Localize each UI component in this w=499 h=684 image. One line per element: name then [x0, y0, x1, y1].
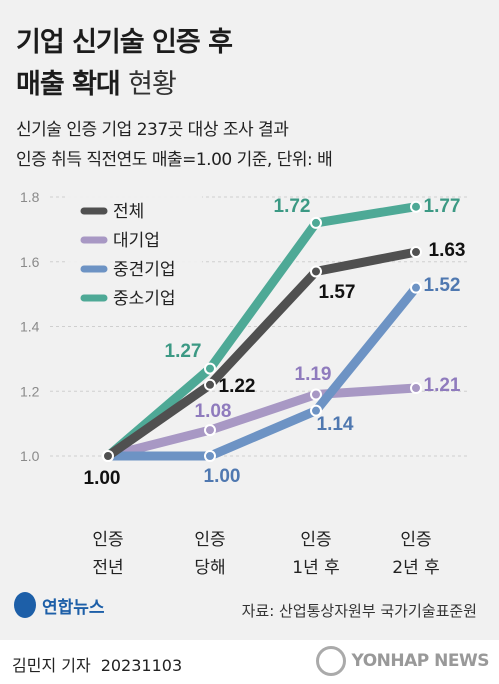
data-label: 1.08 — [195, 401, 232, 422]
source-note: 자료: 산업통상자원부 국가기술표준원 — [241, 602, 477, 620]
data-label: 1.22 — [219, 376, 256, 397]
legend-label: 전체 — [113, 202, 144, 222]
data-label: 1.52 — [424, 275, 461, 296]
series-line-3 — [103, 283, 421, 461]
data-point — [410, 246, 422, 259]
data-point — [310, 404, 322, 417]
data-label: 1.27 — [165, 341, 202, 362]
legend-label: 중견기업 — [113, 260, 176, 280]
data-label: 1.57 — [319, 282, 356, 303]
data-point — [410, 200, 422, 213]
data-label: 1.77 — [424, 196, 461, 217]
brand-text: YONHAP NEWS — [351, 651, 490, 671]
author-name: 김민지 기자 — [12, 656, 91, 675]
y-tick-label: 1.6 — [20, 254, 40, 270]
x-tick-label: 2년 후 — [392, 558, 440, 578]
title-line-2: 매출 확대 현황 — [16, 62, 177, 101]
title-light: 현황 — [128, 69, 177, 100]
x-tick-label: 인증 — [92, 530, 123, 550]
data-point — [204, 378, 216, 391]
data-point — [102, 450, 114, 462]
series-line-2 — [103, 383, 421, 461]
yonhap-logo-icon — [14, 592, 36, 618]
data-point — [204, 450, 216, 462]
x-tick-label: 인증 — [300, 530, 331, 550]
x-tick-label: 인증 — [194, 530, 225, 550]
author-credit: 김민지 기자 20231103 — [12, 652, 182, 676]
data-point — [204, 362, 216, 375]
data-point — [310, 265, 322, 278]
data-label: 1.00 — [204, 466, 241, 487]
brand-footer: YONHAP NEWS — [315, 646, 490, 676]
series-line-1 — [103, 247, 421, 461]
data-label: 1.21 — [424, 375, 461, 396]
data-point — [204, 424, 216, 437]
data-point — [310, 216, 322, 229]
data-label: 1.00 — [84, 468, 121, 489]
x-tick-label: 인증 — [400, 530, 431, 550]
x-tick-label: 전년 — [92, 558, 123, 578]
x-tick-label: 1년 후 — [292, 558, 340, 578]
title-line-1: 기업 신기술 인증 후 — [16, 27, 233, 58]
yonhap-news-logo-icon — [315, 646, 346, 676]
data-point — [410, 281, 422, 294]
yonhap-logo: 연합뉴스 — [14, 592, 105, 618]
data-label: 1.63 — [429, 240, 466, 261]
y-tick-label: 1.4 — [20, 319, 40, 335]
yonhap-logo-text: 연합뉴스 — [42, 597, 105, 618]
data-label: 1.14 — [317, 414, 354, 435]
legend-label: 중소기업 — [113, 289, 176, 309]
legend-label: 대기업 — [113, 231, 160, 251]
subtitle-line-2: 인증 취득 직전연도 매출=1.00 기준, 단위: 배 — [16, 150, 333, 170]
y-tick-label: 1.2 — [20, 383, 40, 399]
subtitle-line-1: 신기술 인증 기업 237곳 대상 조사 결과 — [16, 120, 289, 140]
data-point — [410, 382, 422, 395]
data-label: 1.72 — [274, 196, 311, 217]
x-tick-label: 당해 — [194, 558, 225, 578]
publish-date: 20231103 — [100, 656, 183, 675]
series-line-4 — [103, 202, 421, 461]
y-tick-label: 1.0 — [20, 448, 40, 464]
data-point — [310, 388, 322, 401]
data-label: 1.19 — [295, 364, 332, 385]
y-tick-label: 1.8 — [20, 189, 40, 205]
title-bold: 매출 확대 — [16, 69, 121, 100]
